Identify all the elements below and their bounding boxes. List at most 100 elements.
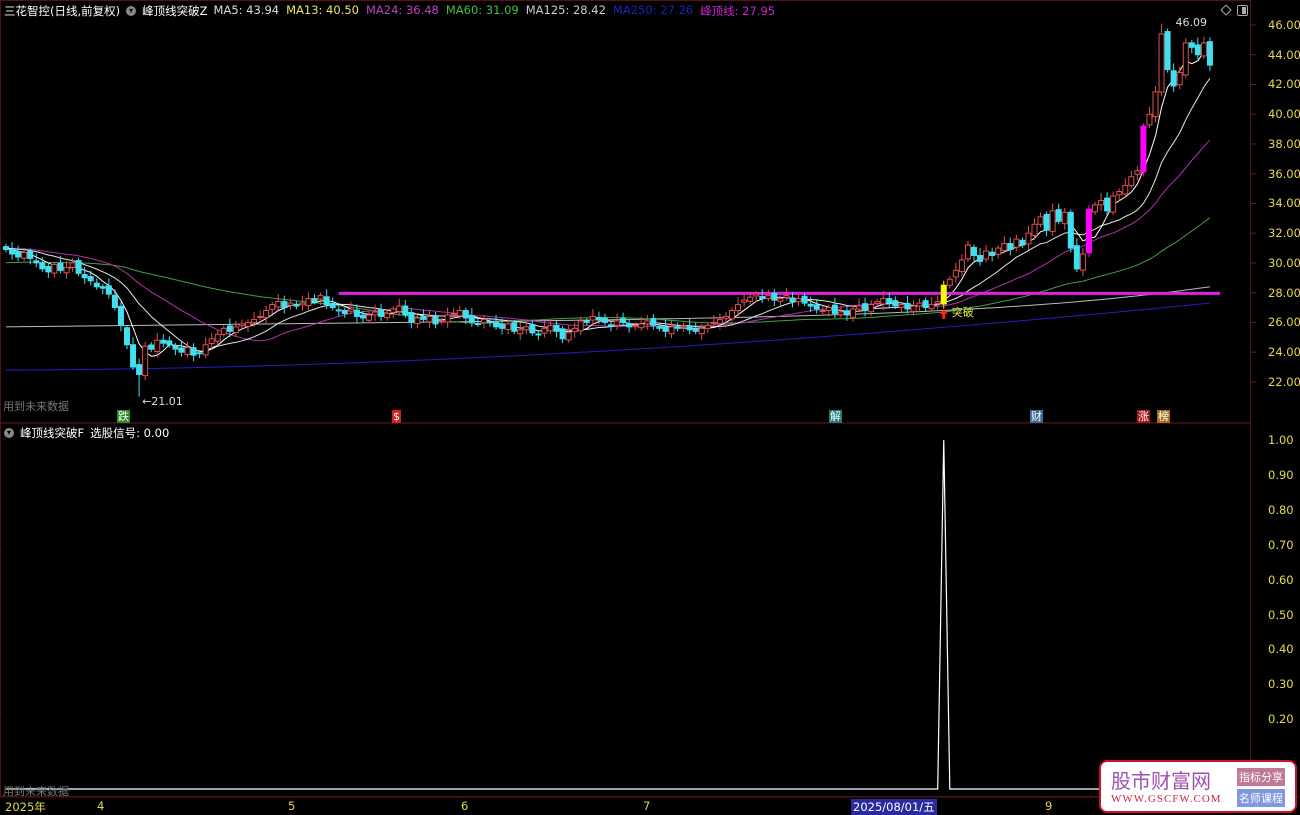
price-tick-label: 38.00 bbox=[1268, 136, 1300, 151]
ma-value-label: MA60: 31.09 bbox=[445, 3, 519, 17]
candle-body bbox=[468, 315, 475, 323]
candle-body bbox=[656, 326, 663, 329]
candle-body bbox=[940, 284, 947, 305]
candle-body bbox=[517, 329, 524, 335]
candle-body bbox=[904, 302, 911, 310]
candle-body bbox=[1085, 208, 1092, 254]
candle-body bbox=[474, 323, 481, 326]
candle-body bbox=[880, 298, 887, 305]
candle-body bbox=[462, 310, 469, 319]
candle-body bbox=[989, 251, 996, 256]
date-tick-label: 2025/08/01/五 bbox=[851, 799, 937, 815]
candle-body bbox=[620, 318, 627, 323]
candle-body bbox=[245, 321, 251, 327]
event-marker[interactable]: 榜 bbox=[1157, 410, 1170, 423]
candle-body bbox=[293, 303, 300, 307]
candle-body bbox=[626, 323, 633, 328]
ma24-line bbox=[5, 139, 1211, 342]
candle-body bbox=[704, 324, 711, 329]
candle-body bbox=[553, 324, 560, 332]
candle-body bbox=[317, 295, 324, 300]
signal-tick-label: 0.50 bbox=[1268, 607, 1294, 622]
ma13-line bbox=[5, 78, 1211, 352]
ma-value-label: MA250: 27.26 bbox=[612, 3, 694, 17]
candle-body bbox=[735, 304, 742, 312]
watermark-tag: 指标分享 bbox=[1237, 768, 1285, 786]
candle-body bbox=[378, 309, 385, 317]
candle-body bbox=[946, 278, 953, 286]
candle-body bbox=[952, 269, 959, 278]
candle-body bbox=[1182, 42, 1189, 76]
event-marker[interactable]: 跌 bbox=[117, 410, 130, 423]
date-tick-label: 7 bbox=[643, 799, 651, 813]
candle-body bbox=[238, 323, 245, 327]
candle-body bbox=[190, 347, 197, 356]
candle-body bbox=[1079, 253, 1086, 271]
candle-body bbox=[87, 276, 94, 282]
candle-body bbox=[426, 315, 433, 323]
indicator-dropdown-icon[interactable]: ▾ bbox=[4, 428, 14, 438]
candle-body bbox=[341, 310, 348, 314]
candle-body bbox=[1067, 211, 1074, 249]
ma-value-label: MA5: 43.94 bbox=[213, 3, 280, 17]
sub-indicator-name[interactable]: 峰顶线突破F bbox=[20, 426, 85, 440]
candle-body bbox=[686, 326, 693, 331]
candle-body bbox=[1049, 210, 1056, 232]
candle-body bbox=[21, 252, 28, 259]
event-marker[interactable]: $ bbox=[392, 410, 401, 423]
candle-body bbox=[184, 347, 191, 356]
candle-body bbox=[547, 324, 554, 332]
candle-body bbox=[831, 304, 838, 314]
candle-body bbox=[251, 318, 258, 323]
indicator-dropdown-icon[interactable]: ▾ bbox=[126, 6, 137, 16]
candle-body bbox=[287, 302, 294, 306]
candle-body bbox=[93, 282, 100, 288]
stock-title[interactable]: 三花智控(日线,前复权) bbox=[4, 4, 121, 18]
candle-body bbox=[366, 314, 372, 321]
panel-toggle-icon[interactable] bbox=[1237, 5, 1248, 16]
candle-body bbox=[729, 310, 735, 320]
price-tick-label: 40.00 bbox=[1268, 107, 1300, 122]
candle-body bbox=[263, 310, 270, 319]
price-tick-label: 26.00 bbox=[1268, 315, 1300, 330]
candle-body bbox=[166, 340, 173, 346]
candle-body bbox=[408, 312, 415, 323]
candle-body bbox=[220, 327, 227, 335]
candle-body bbox=[269, 304, 276, 310]
future-data-note: 用到未来数据 bbox=[3, 785, 69, 798]
date-tick-label: 4 bbox=[97, 799, 105, 813]
candle-body bbox=[1025, 232, 1032, 245]
indicator-name[interactable]: 峰顶线突破Z bbox=[142, 4, 208, 18]
watermark-logo: 股市财富网 WWW.GSCFW.COM 指标分享 名师课程 bbox=[1099, 760, 1297, 813]
candle-body bbox=[916, 302, 923, 307]
sub-chart-header: ▾ 峰顶线突破F 选股信号: 0.00 bbox=[4, 425, 169, 441]
candle-body bbox=[1140, 125, 1147, 173]
up-arrow-icon bbox=[939, 309, 948, 320]
candle-body bbox=[868, 304, 875, 313]
candle-body bbox=[178, 347, 185, 353]
event-marker[interactable]: 财 bbox=[1030, 410, 1043, 423]
candle-body bbox=[583, 320, 590, 323]
candle-body bbox=[825, 307, 832, 312]
candle-body bbox=[850, 308, 856, 318]
candle-body bbox=[541, 327, 548, 334]
candle-body bbox=[311, 298, 318, 303]
event-marker[interactable]: 涨 bbox=[1137, 410, 1150, 423]
candle-body bbox=[456, 310, 463, 317]
candle-body bbox=[1031, 223, 1038, 237]
candle-body bbox=[480, 318, 487, 324]
candle-body bbox=[444, 314, 451, 323]
ma60-line bbox=[5, 217, 1211, 324]
event-marker[interactable]: 解 bbox=[829, 410, 842, 423]
candle-body bbox=[1098, 199, 1105, 206]
price-tick-label: 24.00 bbox=[1268, 345, 1300, 360]
chart-frame bbox=[0, 0, 1251, 797]
candle-body bbox=[81, 274, 88, 279]
signal-tick-label: 0.20 bbox=[1268, 712, 1294, 727]
price-tick-label: 22.00 bbox=[1268, 374, 1300, 389]
candle-body bbox=[142, 345, 149, 377]
date-tick-label: 5 bbox=[288, 799, 296, 813]
price-tick-label: 42.00 bbox=[1268, 77, 1300, 92]
candle-body bbox=[111, 294, 118, 309]
